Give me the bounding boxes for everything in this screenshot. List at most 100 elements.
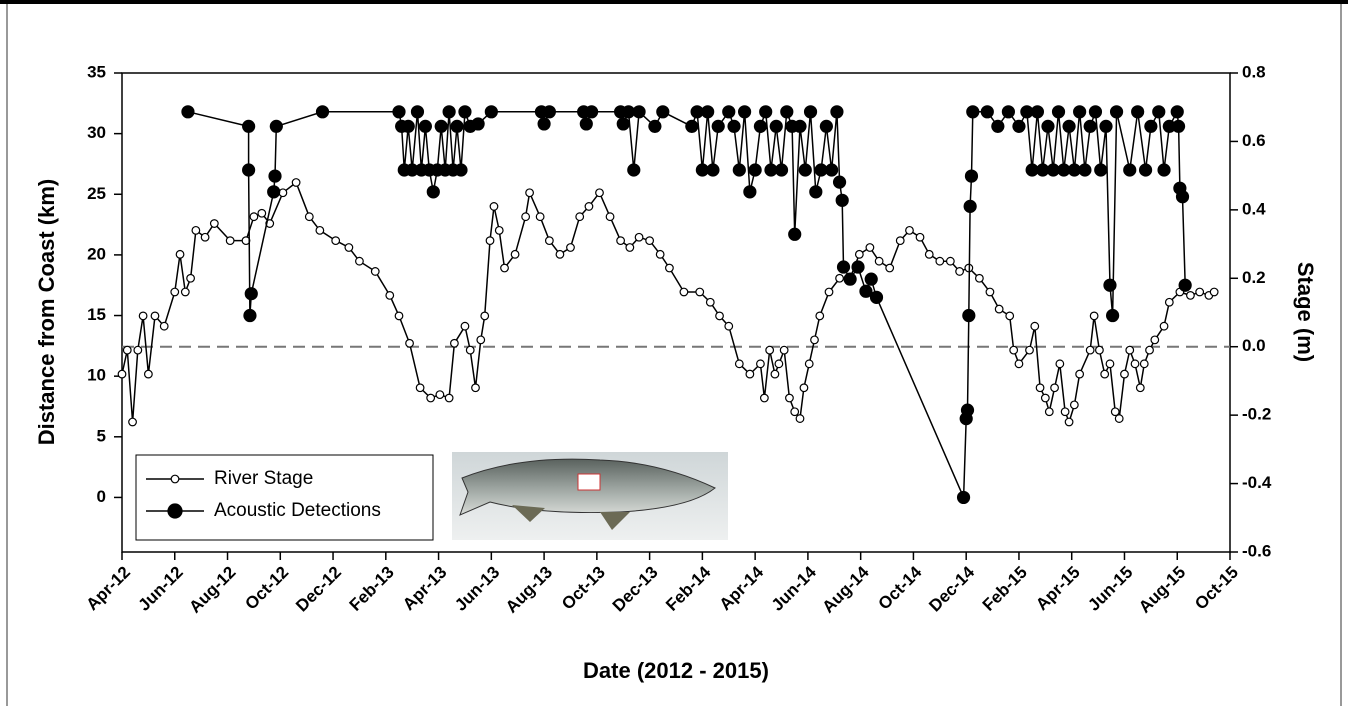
detection-point bbox=[799, 164, 811, 176]
y2-tick-label: -0.4 bbox=[1242, 473, 1272, 492]
stage-point bbox=[886, 264, 894, 272]
stage-point bbox=[947, 257, 955, 265]
detection-point bbox=[1171, 106, 1183, 118]
detection-point bbox=[739, 106, 751, 118]
detection-point bbox=[268, 186, 280, 198]
stage-point bbox=[250, 213, 258, 221]
stage-point bbox=[635, 233, 643, 241]
detection-point bbox=[244, 310, 256, 322]
stage-point bbox=[617, 237, 625, 245]
stage-point bbox=[576, 213, 584, 221]
detection-point bbox=[992, 120, 1004, 132]
stage-point bbox=[995, 305, 1003, 313]
stage-point bbox=[626, 244, 634, 252]
detection-point bbox=[243, 164, 255, 176]
stage-point bbox=[495, 227, 503, 235]
stage-point bbox=[118, 370, 126, 378]
detection-point bbox=[1124, 164, 1136, 176]
detection-point bbox=[485, 106, 497, 118]
y2-tick-label: -0.2 bbox=[1242, 405, 1271, 424]
detection-point bbox=[776, 164, 788, 176]
stage-point bbox=[332, 237, 340, 245]
legend-marker bbox=[171, 475, 179, 483]
stage-point bbox=[706, 298, 714, 306]
stage-point bbox=[201, 233, 209, 241]
stage-point bbox=[546, 237, 554, 245]
y2-tick-label: 0.8 bbox=[1242, 62, 1266, 81]
stage-point bbox=[775, 360, 783, 368]
stage-point bbox=[395, 312, 403, 320]
detection-point bbox=[805, 106, 817, 118]
stage-point bbox=[406, 339, 414, 347]
stage-point bbox=[1137, 384, 1145, 392]
detection-point bbox=[810, 186, 822, 198]
stage-point bbox=[145, 370, 153, 378]
stage-point bbox=[780, 346, 788, 354]
stage-point bbox=[1151, 336, 1159, 344]
detection-point bbox=[245, 288, 257, 300]
detection-point bbox=[728, 120, 740, 132]
detection-point bbox=[686, 120, 698, 132]
x-axis-title: Date (2012 - 2015) bbox=[583, 658, 769, 683]
stage-point bbox=[1126, 346, 1134, 354]
detection-point bbox=[435, 120, 447, 132]
stage-point bbox=[1045, 408, 1053, 416]
stage-point bbox=[1026, 346, 1034, 354]
stage-point bbox=[606, 213, 614, 221]
detection-point bbox=[1042, 120, 1054, 132]
stage-point bbox=[716, 312, 724, 320]
stage-point bbox=[1187, 292, 1195, 300]
stage-point bbox=[211, 220, 219, 228]
stage-point bbox=[182, 288, 190, 296]
stage-point bbox=[436, 391, 444, 399]
stage-point bbox=[1121, 370, 1129, 378]
stage-point bbox=[757, 360, 765, 368]
stage-point bbox=[1051, 384, 1059, 392]
y-tick-label: 20 bbox=[87, 244, 106, 263]
detection-point bbox=[427, 186, 439, 198]
detection-point bbox=[702, 106, 714, 118]
y-tick-label: 10 bbox=[87, 366, 106, 385]
detection-point bbox=[958, 491, 970, 503]
stage-point bbox=[472, 384, 480, 392]
detection-point bbox=[712, 120, 724, 132]
stage-point bbox=[1160, 322, 1168, 330]
legend-label: Acoustic Detections bbox=[214, 500, 381, 521]
stage-point bbox=[316, 227, 324, 235]
stage-point bbox=[1036, 384, 1044, 392]
stage-point bbox=[736, 360, 744, 368]
stage-point bbox=[1042, 394, 1050, 402]
stage-point bbox=[796, 415, 804, 423]
detection-point bbox=[455, 164, 467, 176]
stage-point bbox=[386, 292, 394, 300]
detection-point bbox=[1053, 106, 1065, 118]
stage-point bbox=[306, 213, 314, 221]
detection-point bbox=[586, 106, 598, 118]
stage-point bbox=[226, 237, 234, 245]
detection-point bbox=[443, 106, 455, 118]
stage-point bbox=[976, 274, 984, 282]
stage-point bbox=[1076, 370, 1084, 378]
detection-point bbox=[1173, 120, 1185, 132]
detection-point bbox=[1158, 164, 1170, 176]
stage-point bbox=[856, 251, 864, 259]
detection-point bbox=[967, 106, 979, 118]
stage-point bbox=[490, 203, 498, 211]
detection-point bbox=[1100, 120, 1112, 132]
stage-point bbox=[466, 346, 474, 354]
y2-tick-label: 0.2 bbox=[1242, 268, 1266, 287]
detection-point bbox=[870, 291, 882, 303]
stage-point bbox=[1086, 346, 1094, 354]
detection-point bbox=[964, 200, 976, 212]
y2-axis-title: Stage (m) bbox=[1293, 262, 1318, 362]
y-tick-label: 5 bbox=[97, 426, 106, 445]
stage-point bbox=[461, 322, 469, 330]
stage-point bbox=[725, 322, 733, 330]
stage-point bbox=[1065, 418, 1073, 426]
stage-point bbox=[986, 288, 994, 296]
stage-point bbox=[416, 384, 424, 392]
y2-tick-label: 0.6 bbox=[1242, 131, 1266, 150]
stage-point bbox=[171, 288, 179, 296]
stage-point bbox=[786, 394, 794, 402]
stage-point bbox=[771, 370, 779, 378]
